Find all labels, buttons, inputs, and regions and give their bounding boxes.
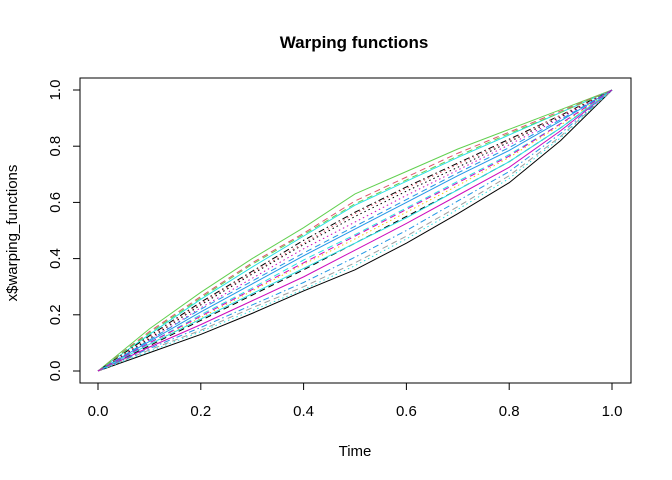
series-line-10 bbox=[97, 89, 613, 372]
y-axis: 0.0 0.2 0.4 0.6 0.8 1.0 bbox=[47, 80, 81, 382]
x-tick-label: 0.6 bbox=[396, 403, 417, 420]
x-tick-label: 0.4 bbox=[293, 403, 314, 420]
series-line-12 bbox=[97, 89, 613, 372]
series-layer bbox=[97, 89, 613, 372]
series-line-6 bbox=[97, 89, 613, 372]
y-tick-label: 0.2 bbox=[47, 304, 64, 325]
series-line-9 bbox=[97, 89, 613, 372]
series-line-19 bbox=[97, 89, 613, 372]
series-line-1 bbox=[97, 89, 613, 372]
y-tick-label: 0.4 bbox=[47, 248, 64, 269]
x-axis-label: Time bbox=[339, 443, 372, 460]
x-axis: 0.0 0.2 0.4 0.6 0.8 1.0 bbox=[88, 382, 623, 420]
y-tick-label: 0.8 bbox=[47, 136, 64, 157]
y-axis-label: x$warping_functions bbox=[4, 165, 21, 302]
x-tick-label: 1.0 bbox=[602, 403, 623, 420]
y-tick-label: 0.0 bbox=[47, 361, 64, 382]
series-line-11 bbox=[97, 89, 613, 372]
series-line-16 bbox=[97, 89, 613, 372]
series-line-17 bbox=[97, 89, 613, 372]
x-tick-label: 0.0 bbox=[88, 403, 109, 420]
series-line-2 bbox=[97, 89, 613, 372]
series-line-15 bbox=[97, 89, 613, 372]
series-line-8 bbox=[97, 89, 613, 372]
y-tick-label: 1.0 bbox=[47, 80, 64, 101]
series-line-3 bbox=[97, 89, 613, 372]
series-line-5 bbox=[97, 89, 613, 372]
series-line-20 bbox=[97, 89, 613, 372]
series-line-4 bbox=[97, 89, 613, 372]
chart-title: Warping functions bbox=[280, 33, 429, 52]
y-tick-label: 0.6 bbox=[47, 192, 64, 213]
series-line-18 bbox=[97, 89, 613, 372]
series-line-14 bbox=[97, 89, 613, 372]
series-line-7 bbox=[97, 89, 613, 372]
x-tick-label: 0.8 bbox=[499, 403, 520, 420]
x-tick-label: 0.2 bbox=[190, 403, 211, 420]
series-line-13 bbox=[97, 89, 613, 372]
